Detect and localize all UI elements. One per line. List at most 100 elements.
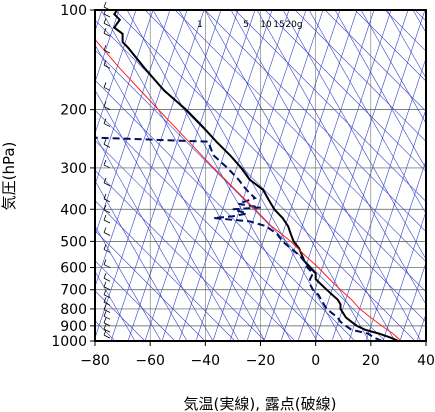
wind-barb-shaft (103, 209, 111, 214)
mixing-ratio-line (399, 261, 426, 341)
wind-barb-icon (103, 227, 111, 236)
wind-barb-flag (103, 177, 107, 184)
wind-barb-icon (103, 259, 111, 268)
mixing-ratio-line (144, 10, 256, 341)
wind-barb-flag (103, 317, 107, 324)
mixing-ratio-label: 1 (197, 20, 203, 30)
mixing-ratio-label: 5 (243, 20, 249, 30)
wind-barb-flag (103, 329, 107, 336)
dry-adiabat-line (114, 10, 426, 323)
y-axis-title: 気圧(hPa) (0, 142, 18, 211)
moist-adiabat-line (282, 10, 426, 260)
wind-barb-icon (103, 317, 111, 327)
moist-adiabat-line (95, 134, 214, 341)
wind-barb-shaft (103, 164, 111, 169)
wind-barb-shaft (103, 49, 111, 54)
mixing-ratio-line (297, 10, 409, 341)
y-tick-label: 300 (60, 161, 87, 177)
wind-barb-flag (103, 311, 107, 317)
wind-barb-flag (103, 193, 107, 200)
wind-barb-icon (103, 28, 111, 37)
y-tick-label: 400 (60, 202, 87, 218)
dry-adiabat-line (95, 49, 386, 341)
wind-barb-icon (103, 101, 111, 110)
wind-barb-flag (103, 244, 107, 250)
wind-barb-icon (103, 60, 111, 69)
wind-barb-icon (103, 329, 111, 339)
wind-barb-flag (103, 289, 107, 295)
dry-adiabat-line (95, 139, 296, 341)
wind-barbs (103, 1, 111, 339)
wind-barb-shaft (103, 309, 111, 313)
dry-adiabat-line (95, 109, 326, 341)
sounding-series (95, 10, 402, 341)
y-tick-label: 900 (60, 319, 87, 335)
x-tick-label: 40 (417, 353, 435, 369)
dry-adiabat-line (174, 10, 426, 263)
wind-barb-flag (103, 159, 107, 166)
moist-adiabat-line (360, 10, 426, 124)
wind-barb-flag (103, 281, 107, 287)
wind-barb-shaft (103, 301, 111, 306)
y-tick-label: 100 (60, 3, 87, 19)
dry-adiabat-line (354, 10, 426, 82)
moist-adiabat-line (95, 89, 240, 341)
wind-barb-icon (103, 323, 111, 333)
moist-adiabat-line (386, 10, 426, 79)
x-tick-label: −40 (191, 353, 221, 369)
moist-adiabat-line (95, 180, 188, 341)
dry-adiabat-line (264, 10, 426, 172)
wind-barb-flag (103, 297, 107, 303)
wind-barb-flag (103, 204, 107, 210)
wind-barb-icon (103, 289, 111, 299)
moist-adiabat-line (126, 10, 318, 341)
wind-barb-shaft (103, 232, 111, 236)
wind-barb-icon (103, 82, 111, 91)
dry-adiabat-line (294, 10, 426, 142)
moist-adiabat-line (256, 10, 426, 306)
y-tick-label: 700 (60, 283, 87, 299)
wind-barb-shaft (103, 322, 111, 327)
wind-barb-icon (103, 139, 111, 148)
moist-adiabat-line (95, 270, 136, 341)
parcel-line (95, 38, 402, 341)
mixing-ratio-line (263, 10, 375, 341)
wind-barb-flag (103, 259, 107, 265)
mixing-ratio-line (280, 10, 392, 341)
x-tick-label: 0 (311, 353, 320, 369)
wind-barb-icon (103, 311, 111, 320)
x-tick-label: 20 (362, 353, 380, 369)
wind-barb-flag (103, 139, 107, 145)
x-axis-title: 気温(実線), 露点(破線) (184, 395, 337, 412)
wind-barb-icon (103, 18, 111, 27)
wind-barb-icon (103, 214, 111, 224)
wind-barb-flag (103, 323, 107, 330)
wind-barb-shaft (103, 315, 111, 320)
y-tick-label: 200 (60, 103, 87, 119)
mixing-ratio-line (314, 10, 426, 341)
dry-adiabat-line (144, 10, 426, 293)
wind-barb-icon (103, 193, 111, 203)
x-tick-label: −80 (80, 353, 110, 369)
dry-adiabat-line (204, 10, 426, 233)
wind-barb-shaft (103, 64, 111, 69)
wind-barb-shaft (103, 87, 111, 91)
wind-barb-shaft (103, 294, 111, 299)
mixing-ratio-line (95, 10, 171, 237)
mixing-ratio-line (95, 10, 205, 339)
wind-barb-shaft (103, 143, 111, 148)
mixing-ratio-labels: 1 5 10 15 20g (197, 20, 302, 30)
wind-barb-flag (103, 28, 107, 34)
wind-barb-shaft (103, 123, 111, 127)
mixing-ratio-line (95, 10, 188, 288)
wind-barb-flag (103, 82, 107, 88)
mixing-ratio-label: 20g (285, 20, 302, 30)
dry-adiabat-line (95, 260, 176, 341)
moist-adiabat-line (100, 10, 292, 341)
x-tick-label: −20 (246, 353, 276, 369)
wind-barb-flag (103, 304, 107, 310)
wind-barb-flag (103, 227, 107, 233)
dry-adiabat-line (95, 200, 236, 341)
wind-barb-shaft (103, 277, 111, 282)
